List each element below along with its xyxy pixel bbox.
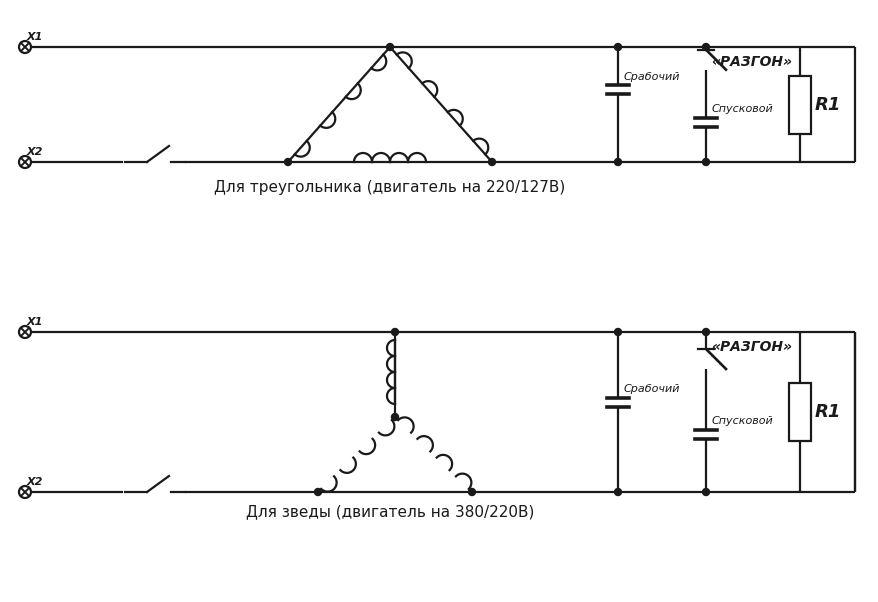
Circle shape [468, 488, 475, 495]
Circle shape [614, 158, 621, 166]
Circle shape [386, 43, 393, 51]
Circle shape [19, 41, 31, 53]
Circle shape [614, 43, 621, 51]
Text: «РАЗГОН»: «РАЗГОН» [710, 55, 791, 69]
Circle shape [19, 326, 31, 338]
Circle shape [614, 488, 621, 495]
Text: R1: R1 [814, 403, 840, 421]
Text: X2: X2 [27, 147, 43, 157]
Circle shape [284, 158, 291, 166]
Bar [788, 383, 810, 441]
Circle shape [391, 414, 398, 421]
Circle shape [314, 488, 321, 495]
Circle shape [488, 158, 495, 166]
Bar [788, 75, 810, 134]
Circle shape [19, 486, 31, 498]
Text: «РАЗГОН»: «РАЗГОН» [710, 340, 791, 354]
Text: X2: X2 [27, 477, 43, 487]
Text: Спусковой: Спусковой [711, 105, 773, 114]
Text: Для треугольника (двигатель на 220/127В): Для треугольника (двигатель на 220/127В) [214, 180, 565, 195]
Text: Спусковой: Спусковой [711, 416, 773, 426]
Circle shape [702, 158, 709, 166]
Circle shape [19, 156, 31, 168]
Text: Срабочий: Срабочий [623, 384, 680, 394]
Circle shape [391, 329, 398, 335]
Circle shape [614, 329, 621, 335]
Text: Для зведы (двигатель на 380/220В): Для зведы (двигатель на 380/220В) [246, 504, 534, 519]
Text: X1: X1 [27, 32, 43, 42]
Text: R1: R1 [814, 96, 840, 114]
Text: Срабочий: Срабочий [623, 72, 680, 81]
Circle shape [702, 488, 709, 495]
Text: X1: X1 [27, 317, 43, 327]
Circle shape [702, 329, 709, 335]
Circle shape [702, 43, 709, 51]
